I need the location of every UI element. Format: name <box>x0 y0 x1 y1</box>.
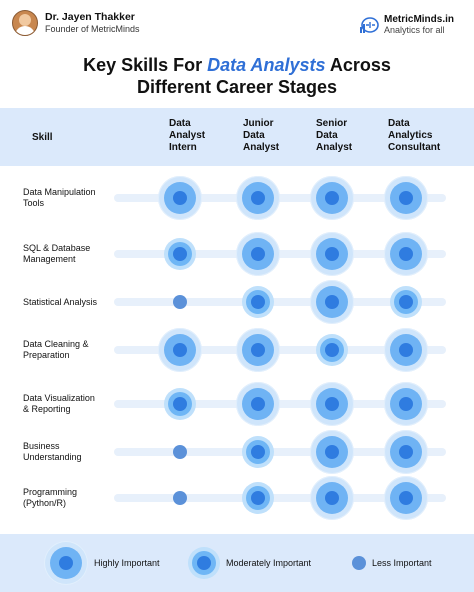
brand-tagline: Analytics for all <box>383 25 445 35</box>
title-line2: Different Career Stages <box>136 77 338 97</box>
brand-block: MetricMinds.in Analytics for all <box>359 14 454 36</box>
legend-item-less: Less Important <box>352 534 432 592</box>
high-importance-marker <box>384 430 428 474</box>
high-importance-marker <box>384 232 428 276</box>
row-label-line: & Reporting <box>23 404 71 414</box>
high-importance-marker <box>236 328 280 372</box>
high-importance-marker <box>158 328 202 372</box>
less-importance-marker <box>173 491 187 505</box>
header-line: Analyst <box>316 142 353 153</box>
title-highlight: Data Analysts <box>207 55 326 75</box>
header-line: Data <box>388 118 410 129</box>
high-importance-marker <box>310 280 354 324</box>
row-track <box>114 400 446 408</box>
row-label-line: Data Manipulation <box>23 187 96 197</box>
row-label-line: Data Cleaning & <box>23 339 89 349</box>
less-importance-marker <box>173 295 187 309</box>
author-name: Dr. Jayen Thakker <box>45 11 135 23</box>
page-header: Dr. Jayen Thakker Founder of MetricMinds… <box>0 0 474 48</box>
row-label-line: Statistical Analysis <box>23 296 98 307</box>
high-importance-marker <box>384 328 428 372</box>
row-label: Data Visualization & Reporting <box>23 393 95 415</box>
row-label: Data Cleaning & Preparation <box>23 339 89 361</box>
header-line: Intern <box>169 142 197 153</box>
high-importance-icon <box>44 541 88 585</box>
table-header: Skill Data Analyst Intern Junior Data An… <box>0 108 474 166</box>
author-role: Founder of MetricMinds <box>45 24 140 34</box>
high-importance-marker <box>158 176 202 220</box>
row-label-line: Management <box>23 254 76 264</box>
header-line: Analyst <box>169 130 206 141</box>
high-importance-marker <box>236 176 280 220</box>
legend-item-high: Highly Important <box>44 534 160 592</box>
row-track <box>114 250 446 258</box>
high-importance-marker <box>236 382 280 426</box>
moderate-importance-marker <box>242 436 274 468</box>
brain-logo-icon <box>359 17 379 33</box>
row-track <box>114 194 446 202</box>
moderate-importance-marker <box>164 388 196 420</box>
title-suffix: Across <box>325 55 391 75</box>
avatar <box>12 10 38 36</box>
row-label: Data Manipulation Tools <box>23 187 96 209</box>
moderate-importance-marker <box>316 334 348 366</box>
row-label: Statistical Analysis <box>23 297 97 308</box>
moderate-importance-icon <box>188 547 220 579</box>
moderate-importance-marker <box>390 286 422 318</box>
header-line: Senior <box>316 118 348 129</box>
legend-item-moderate: Moderately Important <box>188 534 311 592</box>
row-label-line: (Python/R) <box>23 498 67 508</box>
header-line: Analyst <box>243 142 280 153</box>
brand-name: MetricMinds.in <box>383 14 454 25</box>
row-track <box>114 298 446 306</box>
high-importance-marker <box>310 176 354 220</box>
moderate-importance-marker <box>242 482 274 514</box>
high-importance-marker <box>384 176 428 220</box>
header-line: Data <box>316 130 338 141</box>
header-line: Consultant <box>388 142 441 153</box>
row-label-line: Preparation <box>23 350 70 360</box>
row-label-line: Tools <box>23 198 45 208</box>
column-header-skill: Skill <box>32 132 53 143</box>
high-importance-marker <box>310 430 354 474</box>
column-header-junior: Junior Data Analyst <box>243 118 279 154</box>
legend-label-moderate: Moderately Important <box>226 558 312 568</box>
legend-label-high: Highly Important <box>94 558 160 568</box>
header-line: Junior <box>243 118 274 129</box>
legend: Highly Important Moderately Important Le… <box>0 534 474 592</box>
author-block: Dr. Jayen Thakker Founder of MetricMinds <box>12 10 140 36</box>
row-label-line: SQL & Database <box>23 243 91 253</box>
high-importance-marker <box>384 382 428 426</box>
high-importance-marker <box>384 476 428 520</box>
row-label: Programming (Python/R) <box>23 487 77 509</box>
less-importance-icon <box>352 556 366 570</box>
page-title: Key Skills For Data Analysts Across Diff… <box>0 54 474 98</box>
row-track <box>114 448 446 456</box>
row-track <box>114 494 446 502</box>
title-prefix: Key Skills For <box>83 55 208 75</box>
row-label-line: Programming <box>23 487 78 497</box>
high-importance-marker <box>310 476 354 520</box>
header-line: Data <box>169 118 191 129</box>
row-label: SQL & Database Management <box>23 243 90 265</box>
column-header-intern: Data Analyst Intern <box>169 118 205 154</box>
row-label-line: Business <box>23 441 60 451</box>
legend-label-less: Less Important <box>372 558 432 568</box>
column-header-consultant: Data Analytics Consultant <box>388 118 440 154</box>
row-track <box>114 346 446 354</box>
high-importance-marker <box>310 232 354 276</box>
row-label-line: Data Visualization <box>23 393 95 403</box>
row-label-line: Understanding <box>23 452 82 462</box>
header-line: Analytics <box>388 130 433 141</box>
less-importance-marker <box>173 445 187 459</box>
high-importance-marker <box>310 382 354 426</box>
header-line: Data <box>243 130 265 141</box>
moderate-importance-marker <box>242 286 274 318</box>
row-label: Business Understanding <box>23 441 82 463</box>
high-importance-marker <box>236 232 280 276</box>
skills-matrix: Data Manipulation Tools SQL & Database Mana… <box>0 166 474 532</box>
moderate-importance-marker <box>164 238 196 270</box>
column-header-senior: Senior Data Analyst <box>316 118 352 154</box>
